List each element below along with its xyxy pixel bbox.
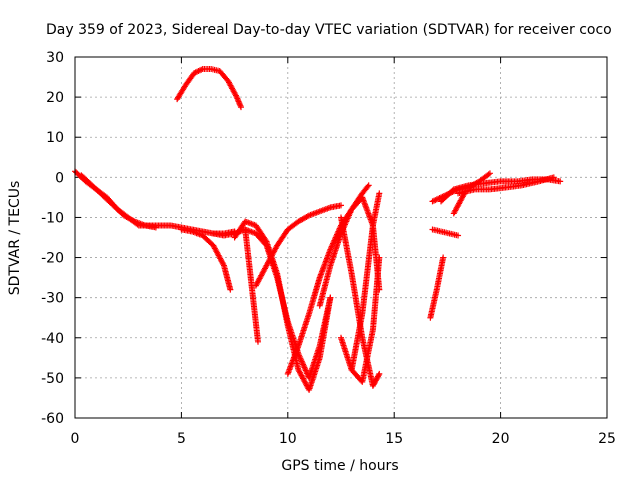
series-track-d [178, 226, 234, 293]
series-track-c [174, 66, 244, 111]
series-track-l [338, 254, 383, 385]
data-point [557, 178, 564, 185]
data-point [455, 232, 462, 239]
y-tick-label: -50 [41, 371, 64, 387]
y-tick-label: 0 [55, 170, 64, 186]
series-track-g [242, 226, 334, 381]
y-tick-label: -30 [41, 291, 64, 307]
data-point [375, 372, 382, 379]
x-tick-label: 10 [279, 431, 297, 447]
y-tick-label: 30 [46, 50, 64, 66]
x-axis-label: GPS time / hours [281, 458, 398, 474]
data-point [550, 174, 557, 181]
data-point [376, 254, 383, 261]
series-track-r [455, 174, 557, 197]
data-point [440, 254, 447, 261]
y-tick-label: 20 [46, 90, 64, 106]
y-tick-label: -40 [41, 331, 64, 347]
y-axis-label: SDTVAR / TECUs [7, 181, 23, 296]
series-track-h [252, 202, 344, 289]
x-tick-label: 15 [385, 431, 403, 447]
data-point [237, 104, 244, 111]
data-point [486, 170, 493, 177]
data-point [130, 217, 137, 224]
series-track-e [210, 226, 262, 345]
x-tick-label: 20 [492, 431, 510, 447]
data-point [304, 213, 311, 220]
data-point [376, 190, 383, 197]
data-point [255, 338, 262, 345]
data-point [376, 370, 383, 377]
series-track-o [429, 226, 462, 239]
series-track-q [438, 176, 564, 205]
series-track-j [316, 194, 383, 309]
chart-title: Day 359 of 2023, Sidereal Day-to-day VTE… [46, 22, 612, 38]
y-tick-label: -10 [41, 210, 64, 226]
data-point [461, 190, 468, 197]
y-tick-label: -20 [41, 251, 64, 267]
plot-points [72, 66, 564, 393]
series-track-n [427, 254, 447, 321]
x-tick-label: 0 [71, 431, 80, 447]
y-tick-label: -60 [41, 411, 64, 427]
data-point [485, 171, 492, 178]
y-tick-label: 10 [46, 130, 64, 146]
series-track-b [78, 172, 159, 231]
data-point [365, 182, 372, 189]
x-tick-label: 5 [177, 431, 186, 447]
plot-frame [74, 56, 608, 419]
x-tick-label: 25 [598, 431, 616, 447]
series-track-m [348, 190, 383, 373]
data-point [152, 224, 159, 231]
data-point [338, 202, 344, 209]
data-point [327, 294, 334, 301]
series-track-s [450, 190, 468, 217]
data-point [227, 286, 234, 293]
data-point [364, 183, 371, 190]
